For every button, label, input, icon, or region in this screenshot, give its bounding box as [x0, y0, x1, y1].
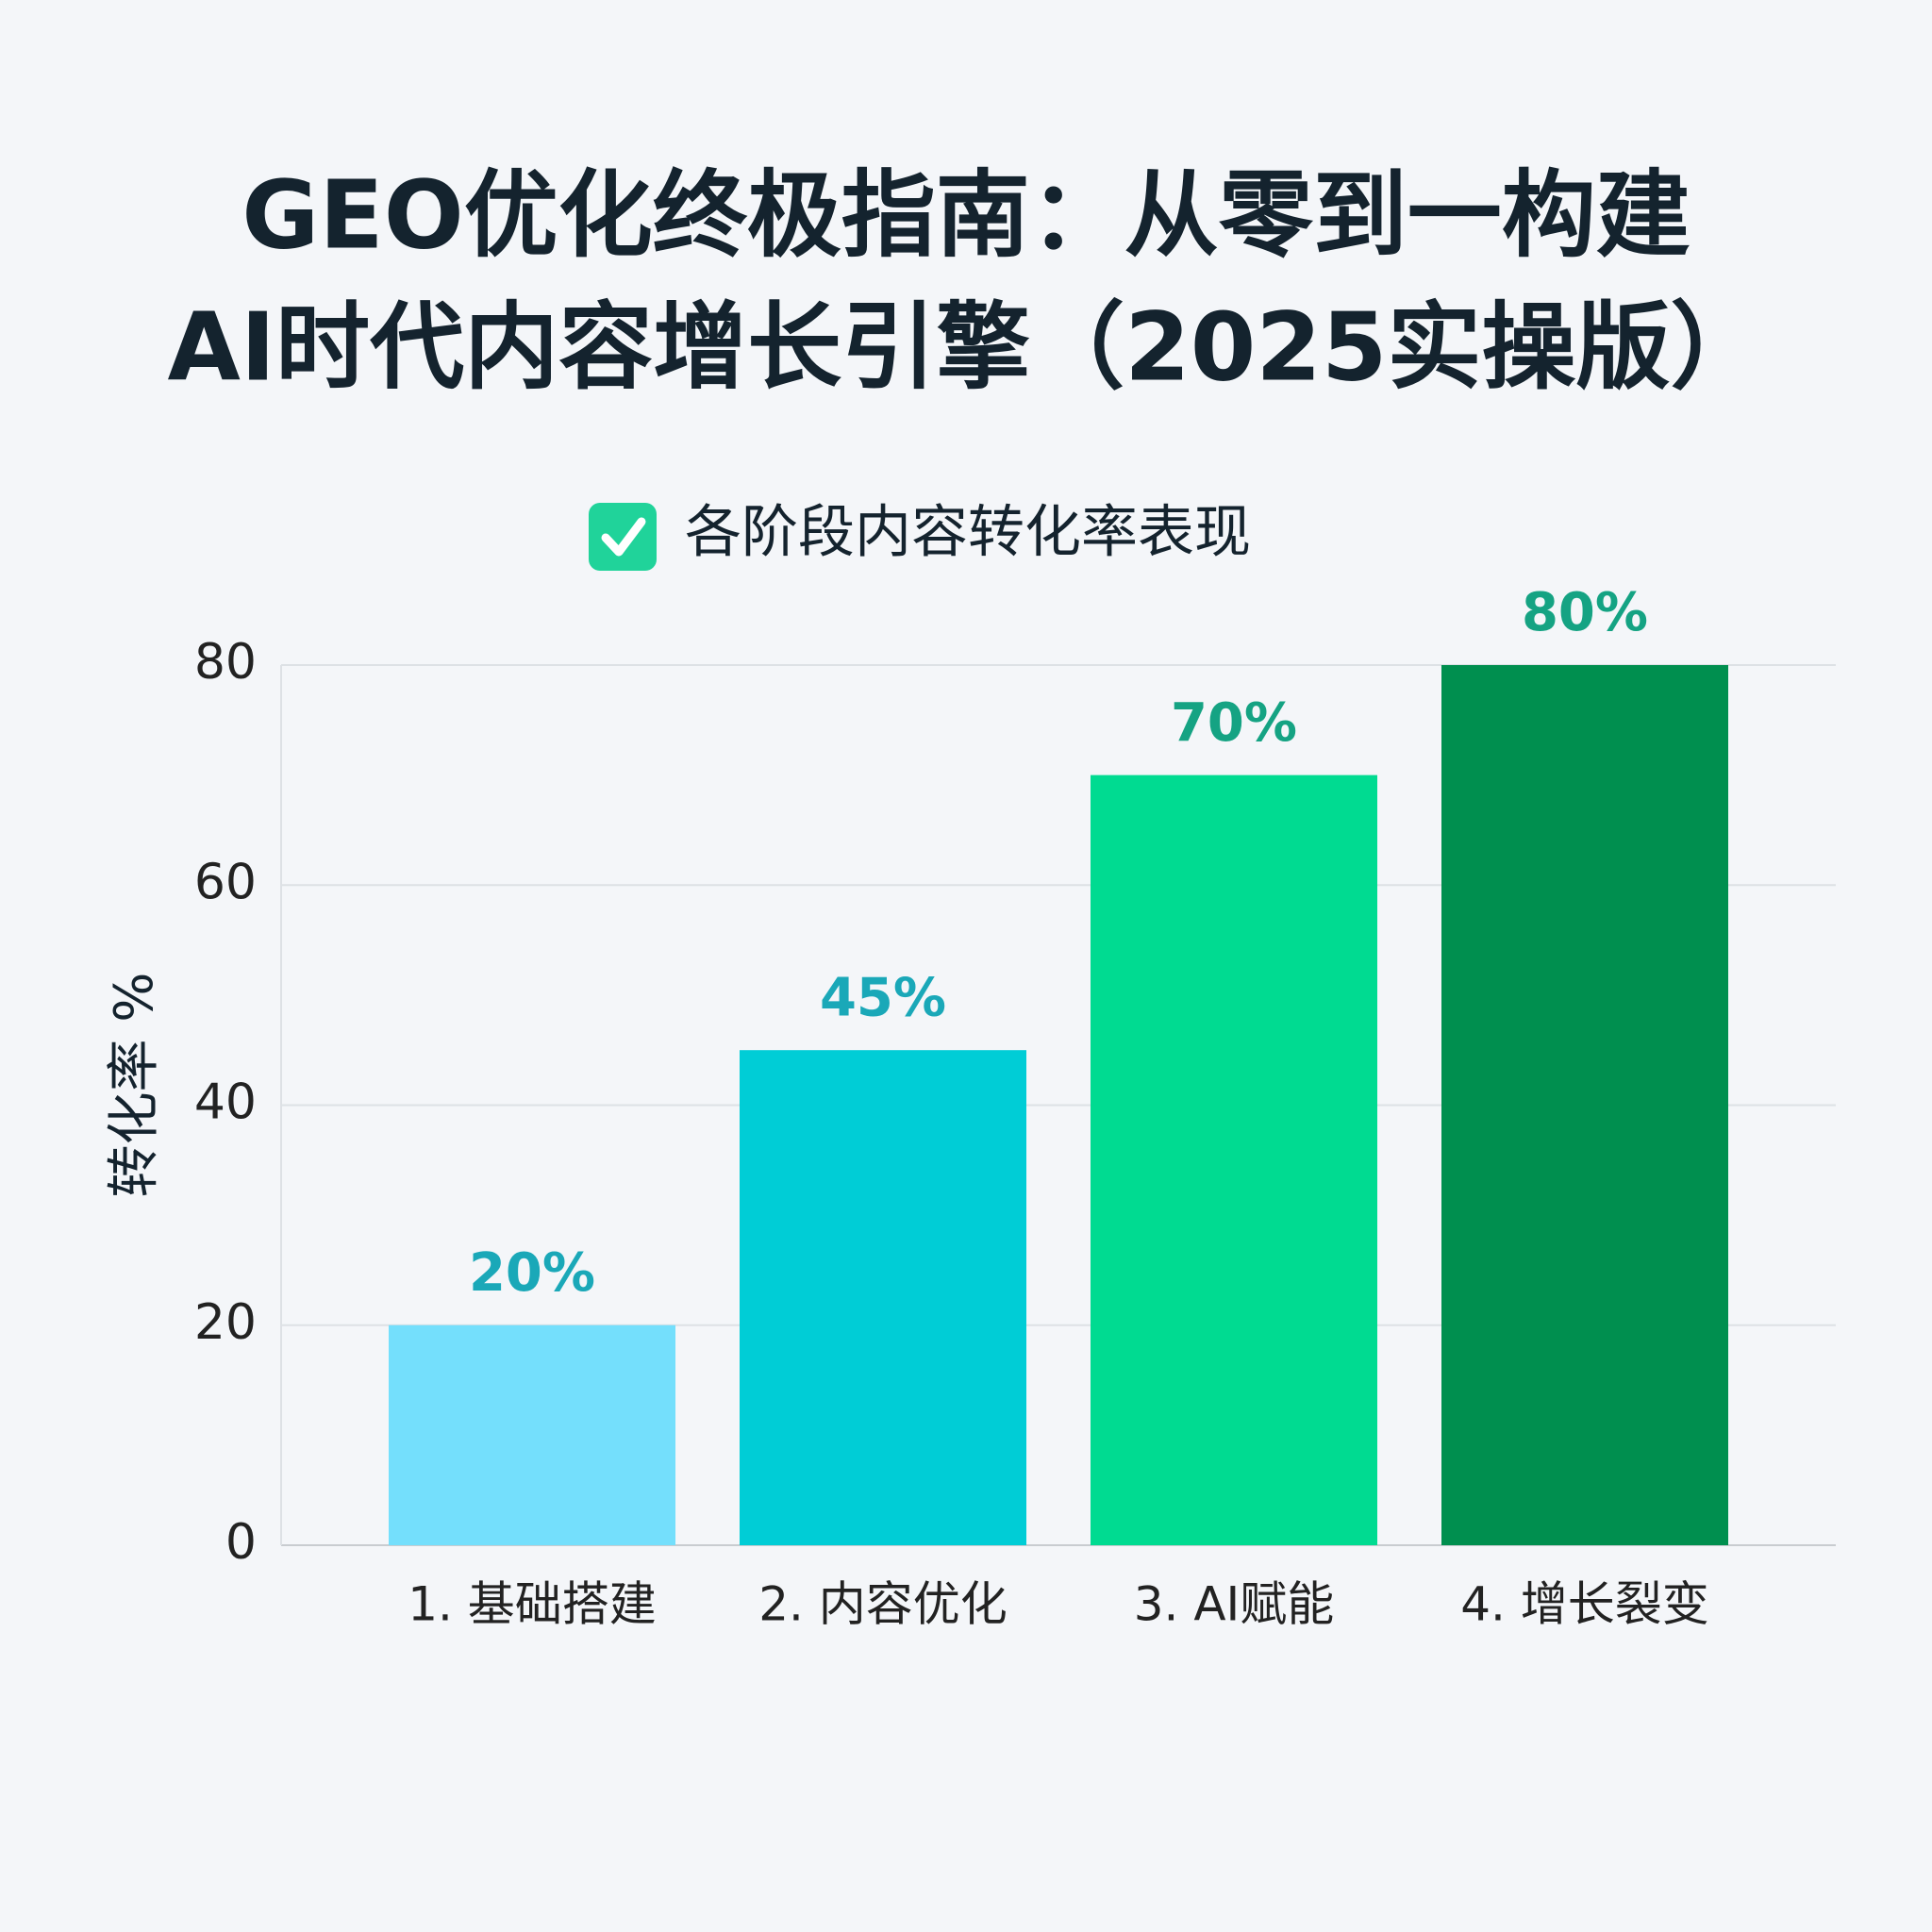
value-label: 70% — [1171, 692, 1297, 754]
bar — [1441, 665, 1728, 1545]
chart-subtitle: 各阶段内容转化率表现 — [685, 500, 1251, 566]
bar — [1091, 774, 1377, 1545]
y-tick-label: 40 — [194, 1074, 257, 1131]
y-tick-label: 60 — [194, 854, 257, 910]
chart-title: AI时代内容增长引擎（2025实操版） — [168, 291, 1765, 402]
value-label: 45% — [820, 967, 946, 1028]
chart-title: GEO优化终极指南：从零到一构建 — [242, 159, 1690, 270]
x-tick-label: 1. 基础搭建 — [408, 1577, 657, 1632]
value-label: 80% — [1522, 582, 1648, 643]
x-tick-label: 4. 增长裂变 — [1460, 1577, 1709, 1632]
x-tick-label: 2. 内容优化 — [758, 1577, 1008, 1632]
y-tick-label: 0 — [225, 1514, 257, 1571]
check-icon — [589, 503, 657, 571]
y-tick-label: 80 — [194, 634, 257, 691]
bar — [740, 1050, 1026, 1545]
y-axis-label: 转化率 % — [104, 972, 165, 1197]
y-tick-label: 20 — [194, 1294, 257, 1351]
x-tick-label: 3. AI赋能 — [1134, 1577, 1335, 1632]
bar — [389, 1324, 675, 1545]
value-label: 20% — [469, 1242, 595, 1304]
